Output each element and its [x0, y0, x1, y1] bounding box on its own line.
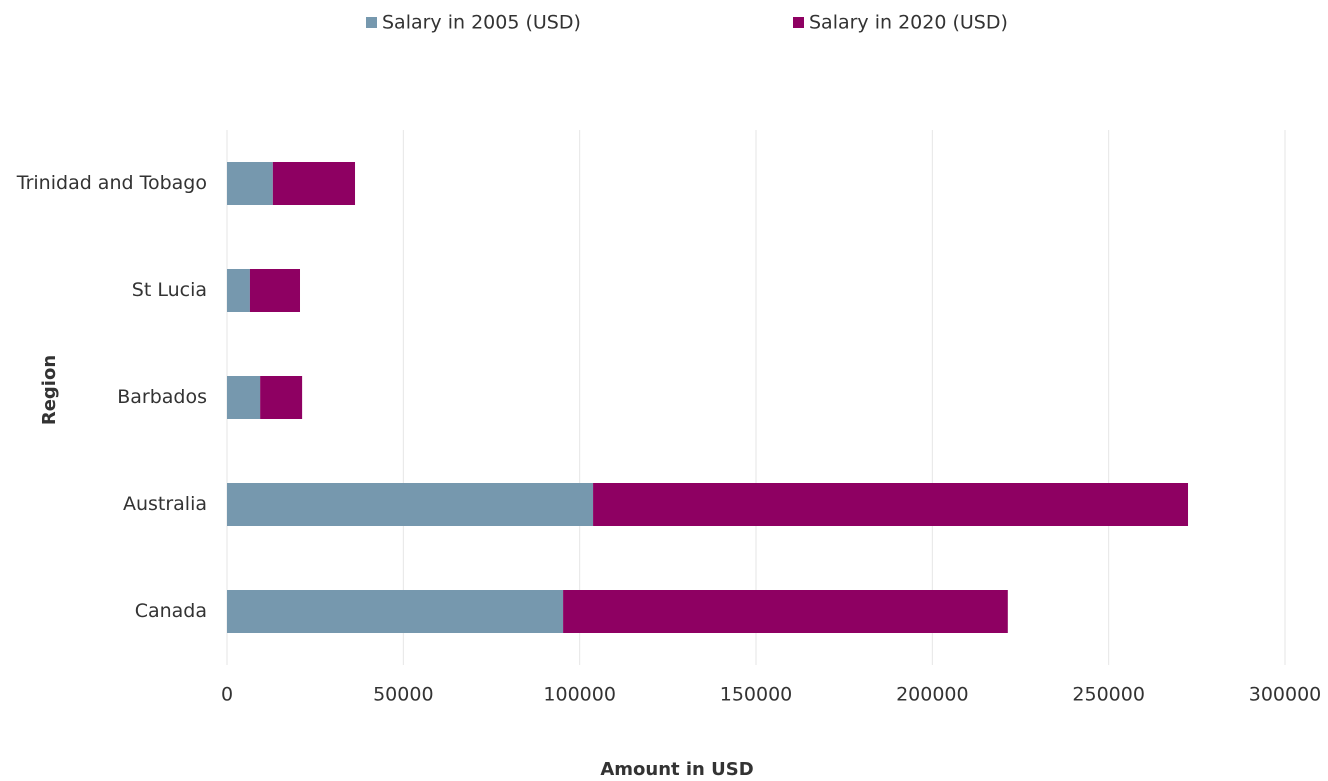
bar	[593, 483, 1189, 526]
y-tick-label: St Lucia	[132, 279, 207, 301]
x-tick-label: 150000	[720, 684, 793, 706]
x-tick-label: 100000	[543, 684, 616, 706]
x-axis-label: Amount in USD	[600, 759, 753, 780]
x-tick-label: 0	[221, 684, 233, 706]
legend-swatch	[366, 17, 377, 28]
x-tick-label: 250000	[1072, 684, 1145, 706]
bar	[260, 376, 303, 419]
legend-label: Salary in 2020 (USD)	[809, 12, 1008, 34]
legend-label: Salary in 2005 (USD)	[382, 12, 581, 34]
bar	[227, 269, 250, 312]
bar	[563, 590, 1008, 633]
bar	[249, 269, 301, 312]
bar	[272, 162, 356, 205]
bar	[227, 590, 564, 633]
y-tick-label: Australia	[123, 493, 207, 515]
y-tick-label: Barbados	[117, 386, 207, 408]
bar	[227, 162, 273, 205]
x-tick-label: 50000	[373, 684, 433, 706]
x-tick-label: 300000	[1249, 684, 1322, 706]
bar	[227, 483, 594, 526]
y-tick-label: Trinidad and Tobago	[16, 172, 207, 194]
y-tick-label: Canada	[135, 600, 207, 622]
legend-swatch	[793, 17, 804, 28]
y-axis-label: Region	[39, 355, 60, 425]
bar	[227, 376, 261, 419]
x-tick-label: 200000	[896, 684, 969, 706]
